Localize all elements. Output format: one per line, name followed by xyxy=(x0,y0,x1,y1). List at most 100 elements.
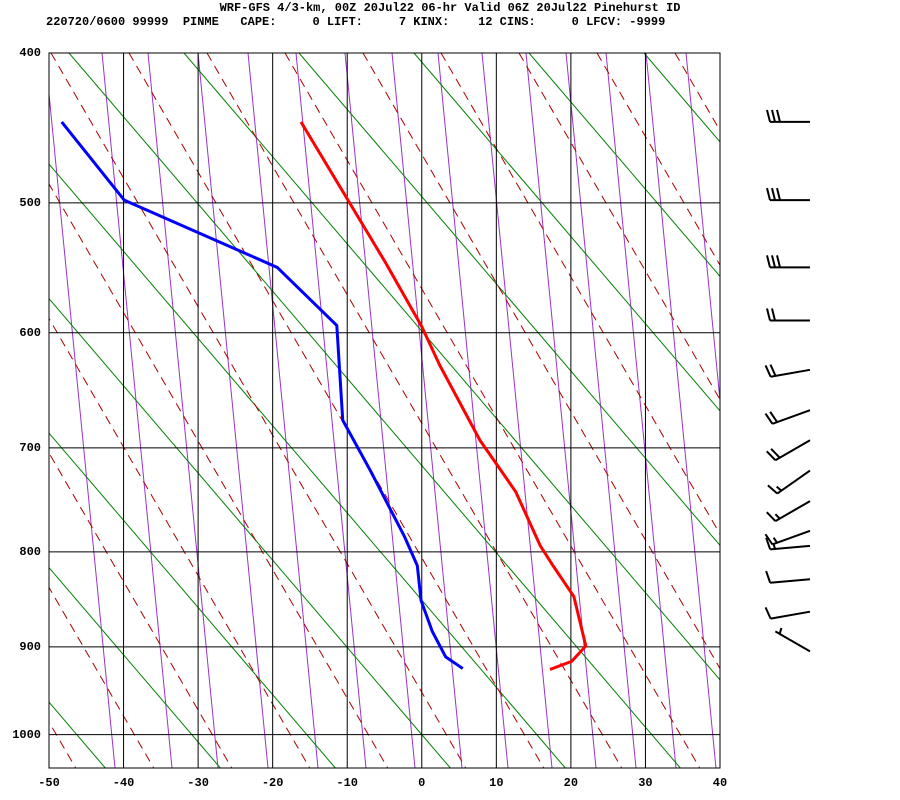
barb-flag xyxy=(771,109,776,123)
barb-flag xyxy=(769,411,778,423)
barb-flag xyxy=(764,533,774,546)
dry-adiabat xyxy=(284,53,701,768)
barb-flag xyxy=(766,109,771,123)
y-tick-label: 400 xyxy=(19,46,41,60)
mixing-ratio-line xyxy=(645,53,717,768)
barb-flag xyxy=(771,255,776,268)
x-tick-label: 0 xyxy=(418,776,425,790)
dry-adiabat xyxy=(596,53,720,267)
barb-flag xyxy=(767,484,778,495)
wind-barb xyxy=(765,537,811,551)
mixing-ratio-line xyxy=(605,53,677,768)
barb-half xyxy=(774,513,781,520)
barb-flag xyxy=(771,308,776,321)
barb-flag xyxy=(766,187,771,201)
moist-adiabat xyxy=(68,53,681,768)
mixing-ratio-line xyxy=(295,53,367,768)
dry-adiabat xyxy=(518,53,720,401)
wind-barb xyxy=(766,439,811,462)
barb-flag xyxy=(776,255,781,268)
barb-flag xyxy=(764,413,774,425)
sounding-line xyxy=(299,121,588,671)
barb-staff xyxy=(774,630,811,653)
wind-barb xyxy=(774,627,811,653)
barb-flag xyxy=(771,187,776,201)
wind-barb xyxy=(766,109,810,123)
x-tick-label: -10 xyxy=(336,776,358,790)
mixing-ratio-line xyxy=(197,53,269,768)
wind-barb xyxy=(767,469,811,495)
barb-staff xyxy=(774,500,811,522)
barb-half xyxy=(772,542,777,550)
barb-flag xyxy=(764,365,772,378)
wind-barb xyxy=(765,570,811,584)
moist-adiabat xyxy=(49,566,221,768)
dry-adiabat xyxy=(49,183,389,768)
barb-flag xyxy=(776,187,781,201)
x-tick-label: 40 xyxy=(713,776,727,790)
moist-adiabat xyxy=(49,297,451,768)
barb-half xyxy=(772,537,778,544)
barb-flag xyxy=(769,364,777,377)
wind-barb xyxy=(764,606,811,620)
chart-title: WRF-GFS 4/3-km, 00Z 20Jul22 06-hr Valid … xyxy=(220,1,681,15)
moist-adiabat xyxy=(528,53,720,278)
barb-flag xyxy=(765,570,772,584)
x-tick-label: -20 xyxy=(262,776,284,790)
dry-adiabat xyxy=(50,53,467,768)
barb-staff xyxy=(776,469,811,495)
wind-barb xyxy=(766,500,811,522)
barb-staff xyxy=(770,544,811,551)
y-tick-label: 700 xyxy=(19,441,41,455)
dry-adiabat xyxy=(362,53,720,670)
y-tick-label: 500 xyxy=(19,196,41,210)
barb-flag xyxy=(770,448,781,459)
barb-half xyxy=(776,485,782,492)
mixing-ratio-line xyxy=(565,53,637,768)
barb-staff xyxy=(774,439,811,462)
wind-barb xyxy=(764,364,811,378)
barb-staff xyxy=(772,529,811,546)
dry-adiabat xyxy=(49,317,311,768)
sounding-line xyxy=(60,120,464,670)
barb-staff xyxy=(770,368,811,378)
barb-flag xyxy=(776,109,781,123)
y-tick-label: 600 xyxy=(19,326,41,340)
wind-barb xyxy=(764,409,811,425)
plot-frame xyxy=(48,52,721,769)
chart-subtitle: 220720/0600 99999 PINME CAPE: 0 LIFT: 7 … xyxy=(46,15,665,29)
barb-staff xyxy=(770,578,811,584)
mixing-ratio-line xyxy=(147,53,219,768)
y-tick-label: 1000 xyxy=(12,728,41,742)
x-tick-label: 20 xyxy=(564,776,578,790)
barb-staff xyxy=(772,409,811,425)
mixing-ratio-line xyxy=(49,88,116,768)
barb-flag xyxy=(765,537,772,550)
x-tick-label: 30 xyxy=(638,776,652,790)
y-tick-label: 800 xyxy=(19,545,41,559)
dry-adiabat xyxy=(440,53,720,536)
barb-flag xyxy=(766,255,771,268)
mixing-ratio-line xyxy=(344,53,416,768)
mixing-ratio-line xyxy=(685,53,720,406)
barb-flag xyxy=(764,606,772,620)
moist-adiabat xyxy=(49,432,336,768)
wind-barb xyxy=(766,308,810,322)
wind-barb xyxy=(766,187,810,202)
x-tick-label: -50 xyxy=(38,776,60,790)
y-tick-label: 900 xyxy=(19,640,41,654)
moist-adiabat xyxy=(183,53,720,681)
dry-adiabat xyxy=(206,53,623,768)
wind-barb xyxy=(764,529,811,546)
moist-adiabat xyxy=(49,163,566,768)
x-tick-label: -30 xyxy=(187,776,209,790)
barb-flag xyxy=(766,308,771,321)
mixing-ratio-line xyxy=(481,53,553,768)
wind-barb xyxy=(766,255,810,269)
x-tick-label: -40 xyxy=(113,776,135,790)
mixing-ratio-line xyxy=(391,53,463,768)
barb-flag xyxy=(766,511,777,522)
mixing-ratio-line xyxy=(247,53,319,768)
